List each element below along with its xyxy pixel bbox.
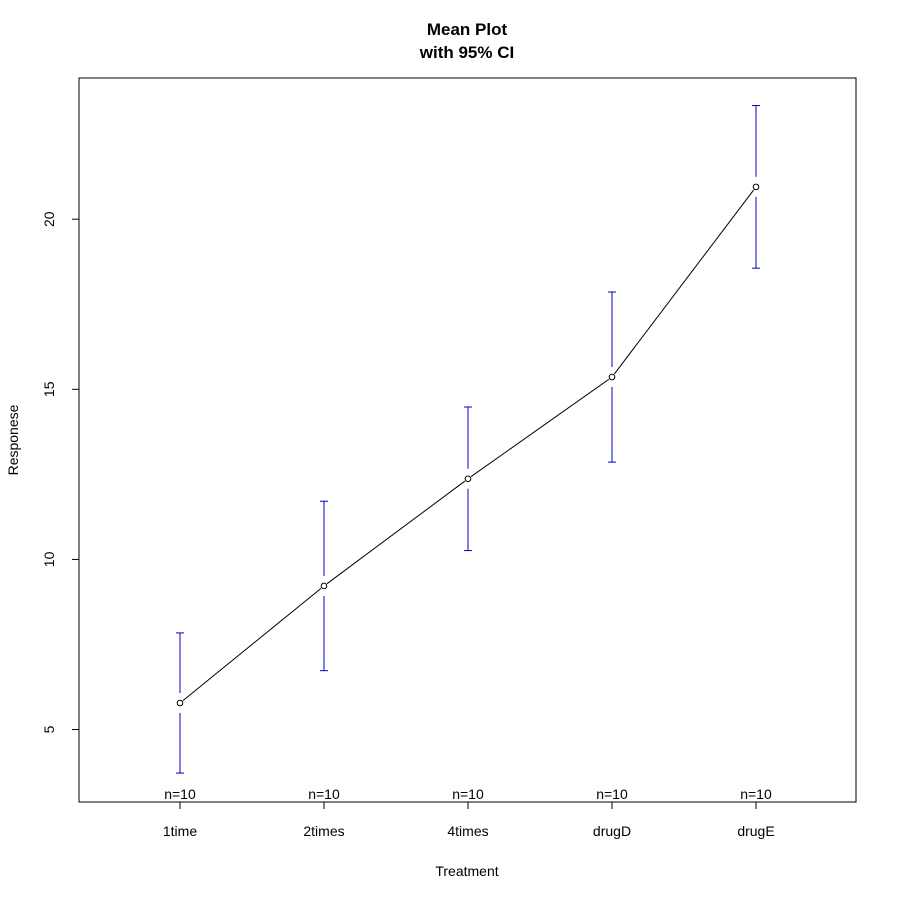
mean-line-segment (613, 189, 755, 375)
mean-point (176, 699, 184, 707)
n-label: n=10 (596, 786, 628, 802)
mean-point (752, 183, 760, 191)
x-tick-label: drugD (593, 823, 631, 839)
y-tick-label: 20 (41, 211, 57, 227)
n-label: n=10 (308, 786, 340, 802)
n-label: n=10 (740, 786, 772, 802)
mean-line-segment (326, 480, 466, 585)
n-label: n=10 (164, 786, 196, 802)
mean-point (320, 582, 328, 590)
x-tick-label: 1time (163, 823, 197, 839)
confidence-intervals (176, 105, 760, 774)
mean-line-segment (470, 378, 610, 478)
x-axis-label: Treatment (435, 863, 498, 879)
y-tick-label: 10 (41, 551, 57, 567)
n-label: n=10 (452, 786, 484, 802)
mean-line-segment (182, 587, 322, 701)
mean-point (464, 475, 472, 483)
chart-subtitle: with 95% CI (419, 43, 514, 62)
x-axis: 1time 2times 4times drugD drugE (163, 801, 775, 839)
y-tick-label: 5 (41, 725, 57, 733)
ci-bar (176, 632, 184, 774)
y-tick-label: 15 (41, 381, 57, 397)
ci-bar (608, 291, 616, 463)
x-tick-label: 2times (303, 823, 344, 839)
ci-bar (464, 406, 472, 552)
x-tick-label: 4times (447, 823, 488, 839)
ci-bar (320, 500, 328, 672)
chart-title: Mean Plot (427, 20, 508, 39)
mean-line (176, 183, 760, 707)
sample-size-labels: n=10 n=10 n=10 n=10 n=10 (164, 786, 772, 802)
y-axis-label: Responese (5, 404, 21, 475)
y-axis: 5 10 15 20 (41, 211, 80, 733)
mean-point (608, 373, 616, 381)
ci-bar (752, 105, 760, 269)
x-tick-label: drugE (737, 823, 774, 839)
